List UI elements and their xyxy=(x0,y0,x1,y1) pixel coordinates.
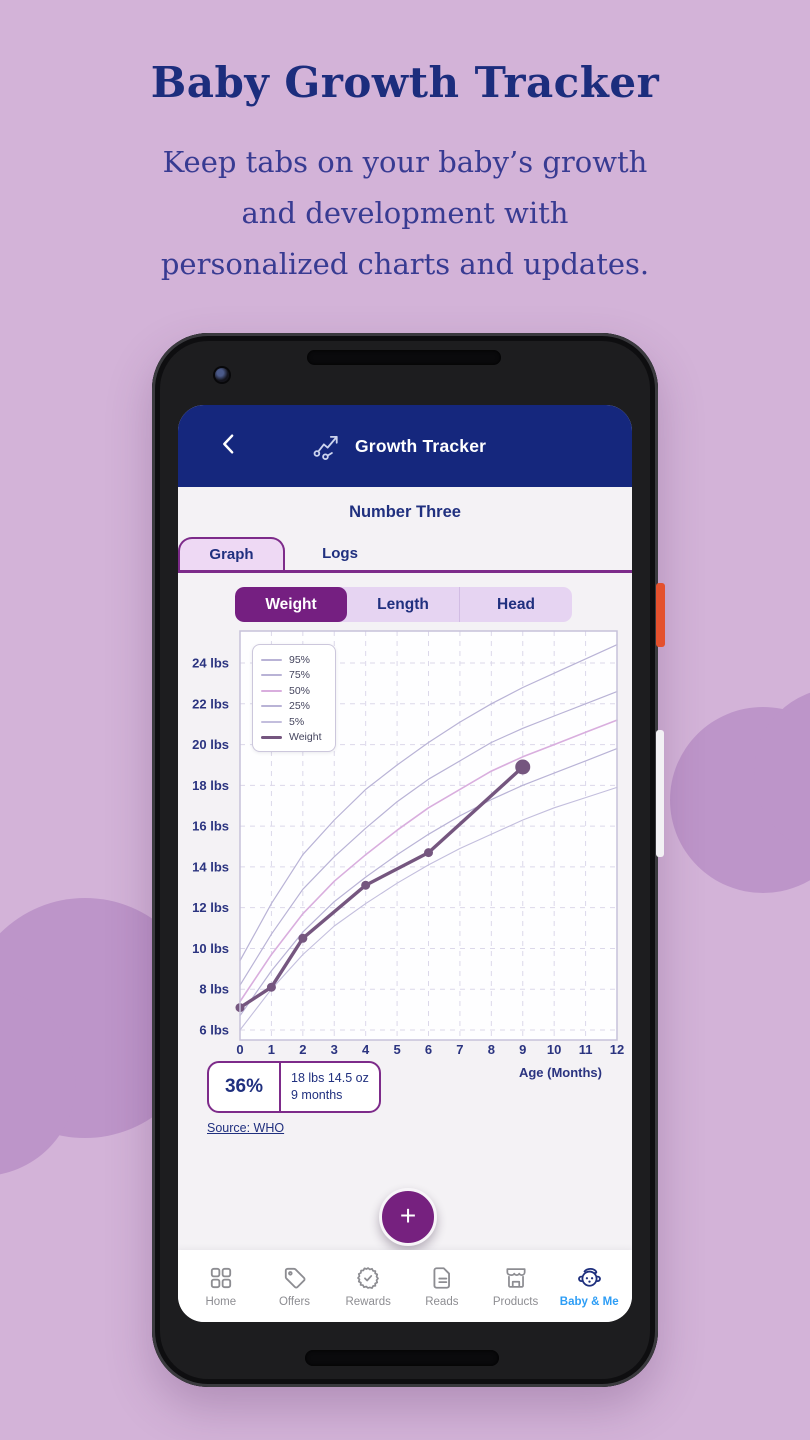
baby-face-icon xyxy=(577,1267,601,1287)
segment-head[interactable]: Head xyxy=(497,595,535,613)
volume-button xyxy=(656,730,664,857)
rewards-seal-icon xyxy=(357,1266,380,1289)
legend-line-75 xyxy=(261,674,282,677)
nav-item-reads[interactable]: Reads xyxy=(405,1265,479,1308)
legend-line-weight xyxy=(261,735,282,739)
svg-text:3: 3 xyxy=(331,1042,338,1057)
plus-icon: + xyxy=(399,1199,417,1231)
svg-text:16 lbs: 16 lbs xyxy=(192,819,229,834)
chart-legend: 95% 75% 50% 25% 5% Weight xyxy=(252,644,336,752)
segment-weight[interactable]: Weight xyxy=(235,587,347,622)
svg-text:1: 1 xyxy=(268,1042,275,1057)
svg-text:Age (Months): Age (Months) xyxy=(519,1065,602,1080)
child-name: Number Three xyxy=(349,503,461,521)
tab-logs[interactable]: Logs xyxy=(322,545,358,562)
chevron-left-icon xyxy=(223,434,234,454)
growth-trend-icon xyxy=(313,435,338,460)
stat-weight: 18 lbs 14.5 oz xyxy=(291,1070,369,1085)
nav-item-rewards[interactable]: Rewards xyxy=(331,1265,405,1308)
legend-row: Weight xyxy=(261,730,327,746)
svg-text:8 lbs: 8 lbs xyxy=(199,982,229,997)
legend-line-5 xyxy=(261,720,282,723)
svg-text:14 lbs: 14 lbs xyxy=(192,859,229,874)
svg-text:9: 9 xyxy=(519,1042,526,1057)
app-header: Growth Tracker xyxy=(178,405,632,487)
nav-item-products[interactable]: Products xyxy=(479,1265,553,1308)
stat-age: 9 months xyxy=(291,1088,343,1102)
legend-line-25 xyxy=(261,705,282,708)
source-who-link[interactable]: Source: WHO xyxy=(207,1121,285,1135)
svg-text:6: 6 xyxy=(425,1042,432,1057)
tab-graph[interactable]: Graph xyxy=(178,537,285,570)
svg-text:0: 0 xyxy=(236,1042,243,1057)
tab-underline xyxy=(178,570,632,573)
legend-row: 5% xyxy=(261,714,327,730)
svg-text:20 lbs: 20 lbs xyxy=(192,737,229,752)
svg-text:10 lbs: 10 lbs xyxy=(192,941,229,956)
bottom-speaker xyxy=(305,1350,499,1366)
hero-section: Baby Growth Tracker Keep tabs on your ba… xyxy=(0,0,810,290)
power-button xyxy=(656,583,665,647)
legend-line-95 xyxy=(261,658,282,661)
nav-item-home[interactable]: Home xyxy=(184,1265,258,1308)
tag-icon xyxy=(284,1267,305,1288)
earpiece-speaker xyxy=(307,350,501,365)
percentile-stat-box: 36% 18 lbs 14.5 oz 9 months xyxy=(207,1061,381,1113)
page-subtitle: Keep tabs on your baby’s growth and deve… xyxy=(0,137,810,290)
phone-mockup: Growth Tracker Number Three Graph Logs W… xyxy=(152,333,665,1387)
svg-text:12: 12 xyxy=(610,1042,624,1057)
app-screen: Growth Tracker Number Three Graph Logs W… xyxy=(178,405,632,1322)
svg-text:6 lbs: 6 lbs xyxy=(199,1023,229,1038)
page-title: Baby Growth Tracker xyxy=(150,58,660,107)
legend-row: 75% xyxy=(261,668,327,684)
legend-row: 25% xyxy=(261,699,327,715)
svg-text:11: 11 xyxy=(579,1042,593,1057)
svg-text:7: 7 xyxy=(456,1042,463,1057)
metric-segmented-control: Weight Length Head xyxy=(235,587,572,622)
subtitle-line: personalized charts and updates. xyxy=(160,247,650,281)
svg-text:18 lbs: 18 lbs xyxy=(192,778,229,793)
segment-length[interactable]: Length xyxy=(377,595,429,613)
nav-item-offers[interactable]: Offers xyxy=(258,1265,332,1308)
svg-text:2: 2 xyxy=(299,1042,306,1057)
storefront-icon xyxy=(505,1267,526,1288)
svg-text:5: 5 xyxy=(393,1042,400,1057)
svg-text:4: 4 xyxy=(362,1042,370,1057)
bottom-navigation: Home Offers xyxy=(178,1250,632,1322)
svg-text:8: 8 xyxy=(488,1042,495,1057)
nav-item-baby-and-me[interactable]: Baby & Me xyxy=(552,1264,626,1308)
legend-row: 95% xyxy=(261,652,327,668)
front-camera xyxy=(215,368,229,382)
svg-text:24 lbs: 24 lbs xyxy=(192,656,229,671)
legend-line-50 xyxy=(261,689,282,692)
svg-text:10: 10 xyxy=(547,1042,561,1057)
subtitle-line: Keep tabs on your baby’s growth xyxy=(162,145,648,179)
legend-row: 50% xyxy=(261,683,327,699)
home-grid-icon xyxy=(210,1267,231,1288)
header-title: Growth Tracker xyxy=(355,435,487,456)
subtitle-line: and development with xyxy=(241,196,569,230)
svg-text:12 lbs: 12 lbs xyxy=(192,900,229,915)
back-button[interactable] xyxy=(214,427,244,461)
add-entry-fab[interactable]: + xyxy=(379,1188,437,1246)
percentile-value: 36% xyxy=(209,1063,281,1111)
segment-divider xyxy=(459,587,460,622)
document-icon xyxy=(433,1266,450,1289)
svg-text:22 lbs: 22 lbs xyxy=(192,696,229,711)
stat-detail: 18 lbs 14.5 oz 9 months xyxy=(281,1063,379,1111)
